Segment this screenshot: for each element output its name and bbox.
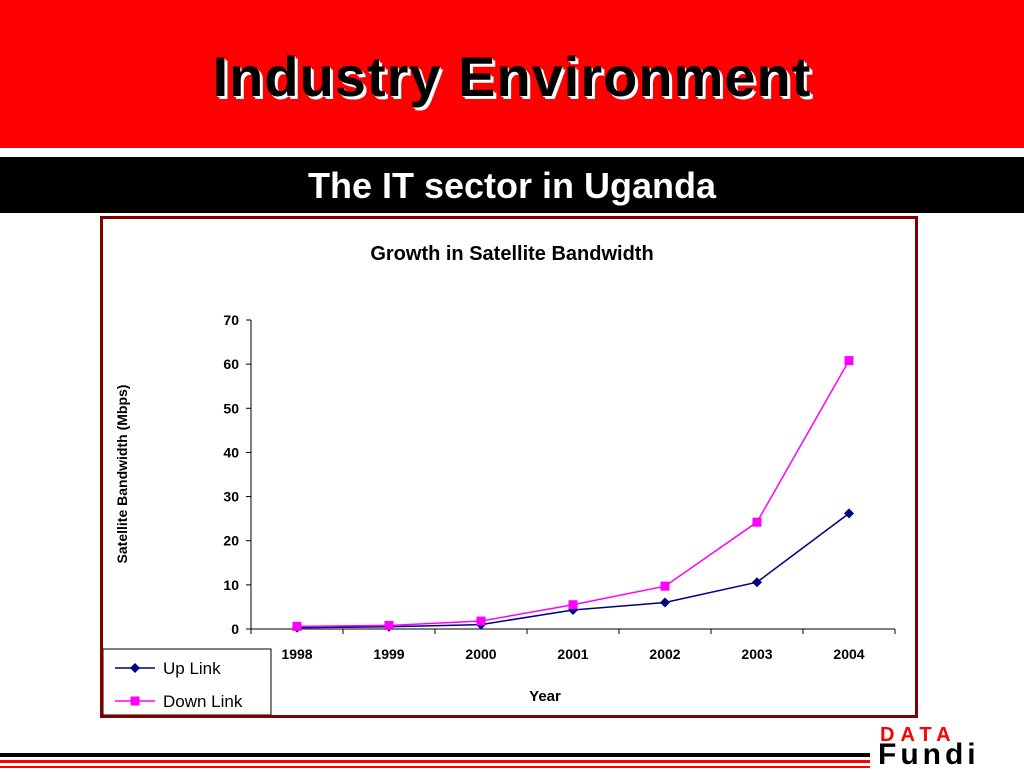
x-tick-label: 2002 bbox=[649, 646, 680, 662]
datafundi-logo: DATA Fundi bbox=[876, 724, 1024, 771]
subtitle-band bbox=[0, 157, 1024, 213]
header-band bbox=[0, 0, 1024, 148]
y-tick-label: 70 bbox=[223, 312, 239, 328]
footer-rule-red-2 bbox=[0, 766, 870, 768]
y-tick-label: 30 bbox=[223, 489, 239, 505]
y-tick-label: 60 bbox=[223, 356, 239, 372]
logo-top-text: DATA bbox=[880, 724, 957, 746]
legend-label: Down Link bbox=[163, 692, 243, 711]
chart-title: Growth in Satellite Bandwidth bbox=[370, 243, 653, 265]
y-tick-label: 0 bbox=[231, 621, 239, 637]
data-point-square bbox=[292, 621, 302, 631]
x-tick-label: 2000 bbox=[465, 646, 496, 662]
data-point-square bbox=[568, 600, 578, 610]
data-point-diamond bbox=[752, 577, 762, 588]
footer-rule bbox=[0, 753, 870, 757]
x-tick-label: 2003 bbox=[741, 646, 772, 662]
data-point-square bbox=[660, 581, 670, 591]
data-point-square bbox=[476, 616, 486, 626]
x-axis-title: Year bbox=[529, 688, 561, 705]
x-tick-label: 2001 bbox=[557, 646, 588, 662]
data-point-diamond bbox=[660, 597, 670, 608]
bandwidth-chart: Growth in Satellite Bandwidth 0 10 20 30 40 50… bbox=[103, 243, 896, 715]
y-tick-label: 20 bbox=[223, 533, 239, 549]
x-tick-label: 2004 bbox=[833, 646, 864, 662]
data-point-diamond bbox=[844, 508, 854, 519]
legend-label: Up Link bbox=[163, 659, 221, 678]
footer-rule-red bbox=[0, 760, 870, 763]
page-subtitle: The IT sector in Uganda bbox=[307, 165, 717, 206]
series-line-down-link bbox=[296, 360, 850, 628]
y-tick-label: 40 bbox=[223, 444, 239, 460]
data-point-diamond bbox=[568, 605, 578, 616]
y-axis-title: Satellite Bandwidth (Mbps) bbox=[114, 385, 130, 564]
legend-marker-square bbox=[130, 696, 140, 706]
data-point-square bbox=[844, 356, 854, 366]
data-point-square bbox=[752, 517, 762, 527]
x-tick-label: 1999 bbox=[373, 646, 404, 662]
legend-marker-diamond bbox=[130, 663, 140, 673]
x-tick-label: 1998 bbox=[281, 646, 312, 662]
chart-frame: Growth in Satellite Bandwidth 0 10 20 30 40 50… bbox=[100, 216, 918, 718]
page-title: Industry Environment bbox=[212, 45, 812, 108]
data-point-square bbox=[384, 620, 394, 630]
logo-bottom-text: Fundi bbox=[878, 738, 980, 771]
y-tick-label: 10 bbox=[223, 577, 239, 593]
y-tick-label: 50 bbox=[223, 400, 239, 416]
